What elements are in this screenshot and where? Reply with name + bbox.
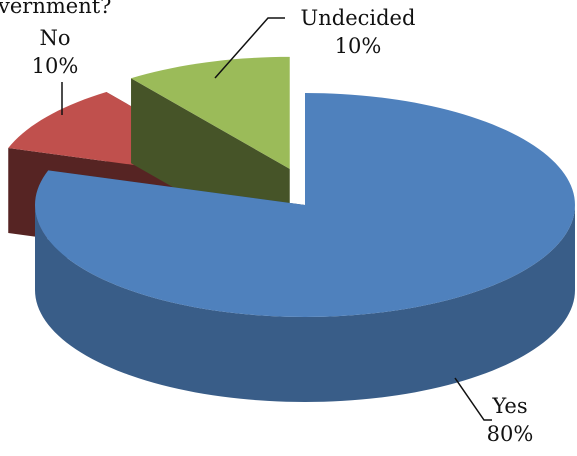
value-label: 10% [32, 54, 79, 78]
slice [131, 56, 290, 169]
slice-wall [35, 205, 575, 402]
value-label: 10% [335, 34, 382, 58]
category-label: Undecided [301, 6, 416, 30]
slice [35, 93, 575, 317]
leader-line [214, 17, 285, 79]
chart-title: vernment? [0, 0, 111, 18]
leader-line [454, 377, 492, 421]
labels: Yes 80% No 10% Undecided 10% [32, 6, 534, 446]
category-label: Yes [491, 394, 527, 418]
pie [8, 56, 575, 402]
category-label: No [39, 26, 70, 50]
value-label: 80% [487, 422, 534, 446]
